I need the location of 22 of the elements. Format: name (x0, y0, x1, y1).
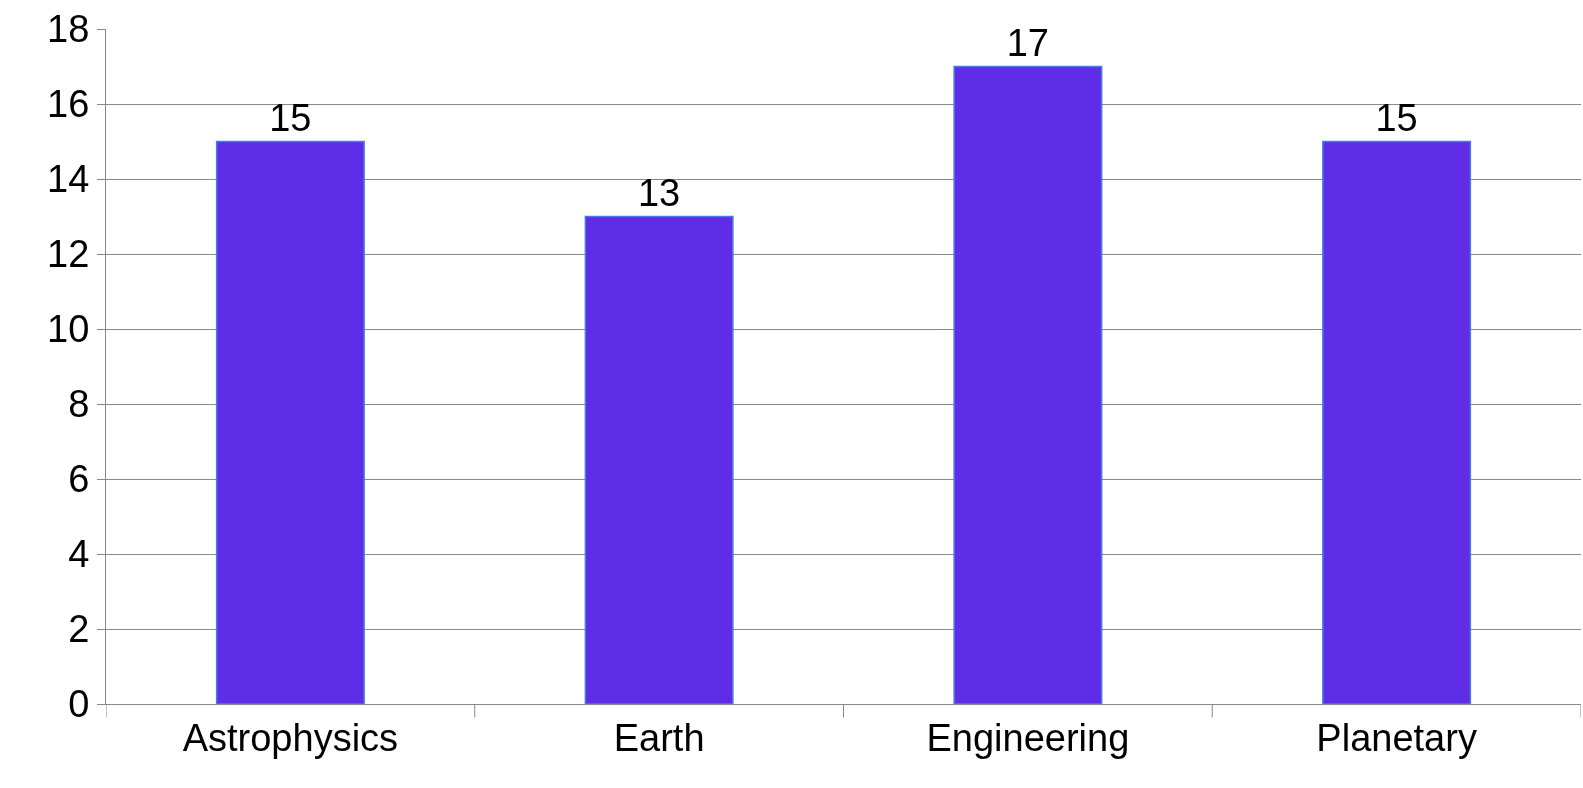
data-label: 13 (637, 171, 681, 214)
x-tick-label: Astrophysics (182, 716, 399, 759)
y-tick-label: 14 (47, 158, 90, 201)
y-tick-label: 4 (68, 533, 90, 576)
y-tick-label: 6 (68, 458, 90, 501)
bar (1322, 140, 1472, 704)
y-tick-label: 8 (68, 383, 90, 426)
y-tick-label: 2 (68, 608, 90, 651)
y-tick-label: 10 (47, 308, 90, 351)
y-tick-label: 12 (47, 233, 90, 276)
x-tick-label: Planetary (1316, 716, 1477, 759)
y-tick-label: 18 (47, 8, 90, 51)
data-label: 15 (269, 96, 312, 139)
bar (953, 65, 1103, 704)
bar (215, 140, 365, 704)
data-label: 17 (1006, 21, 1050, 64)
y-tick-label: 16 (47, 83, 90, 126)
data-label: 15 (1375, 96, 1418, 139)
x-tick-label: Engineering (926, 716, 1130, 759)
bar (584, 215, 734, 704)
y-tick-label: 0 (68, 683, 90, 726)
x-tick-label: Earth (613, 716, 705, 759)
